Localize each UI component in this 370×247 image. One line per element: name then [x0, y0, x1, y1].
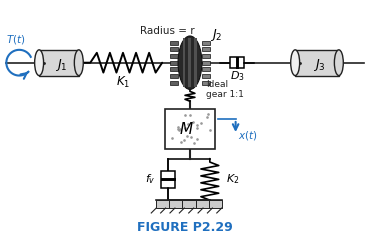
Bar: [170, 67, 178, 71]
Text: Ideal: Ideal: [206, 80, 228, 89]
Bar: [194, 38, 198, 87]
Bar: [202, 81, 210, 85]
Bar: [161, 171, 175, 188]
Text: Radius = r: Radius = r: [140, 26, 195, 36]
Bar: [170, 81, 178, 85]
Bar: [202, 47, 210, 51]
Text: $K_1$: $K_1$: [116, 75, 130, 90]
Bar: [202, 67, 210, 71]
Bar: [209, 200, 222, 208]
Ellipse shape: [334, 50, 343, 76]
Text: $f_v$: $f_v$: [145, 172, 155, 186]
Text: $x(t)$: $x(t)$: [238, 129, 257, 142]
Text: $D_3$: $D_3$: [230, 70, 245, 83]
Ellipse shape: [35, 50, 44, 76]
Text: $J_2$: $J_2$: [210, 27, 222, 43]
Text: $J_1$: $J_1$: [55, 57, 67, 73]
Ellipse shape: [178, 36, 202, 89]
Bar: [170, 74, 178, 78]
Bar: [170, 41, 178, 45]
Bar: [170, 61, 178, 65]
Bar: [170, 47, 178, 51]
Bar: [165, 109, 215, 149]
Bar: [230, 57, 244, 68]
Bar: [169, 200, 182, 208]
Bar: [188, 38, 191, 87]
Bar: [202, 54, 210, 58]
Text: gear 1:1: gear 1:1: [206, 90, 244, 99]
Bar: [156, 200, 169, 208]
Text: FIGURE P2.29: FIGURE P2.29: [137, 221, 233, 234]
Text: $M$: $M$: [179, 121, 194, 137]
Bar: [202, 74, 210, 78]
Bar: [170, 54, 178, 58]
Bar: [202, 41, 210, 45]
Text: $K_2$: $K_2$: [226, 172, 239, 186]
Bar: [182, 200, 195, 208]
Ellipse shape: [74, 50, 83, 76]
Ellipse shape: [291, 50, 300, 76]
Text: $T(t)$: $T(t)$: [6, 33, 26, 46]
Bar: [39, 50, 79, 76]
Bar: [182, 38, 185, 87]
Bar: [295, 50, 339, 76]
Bar: [195, 200, 209, 208]
Bar: [202, 61, 210, 65]
Text: $J_3$: $J_3$: [313, 57, 325, 73]
